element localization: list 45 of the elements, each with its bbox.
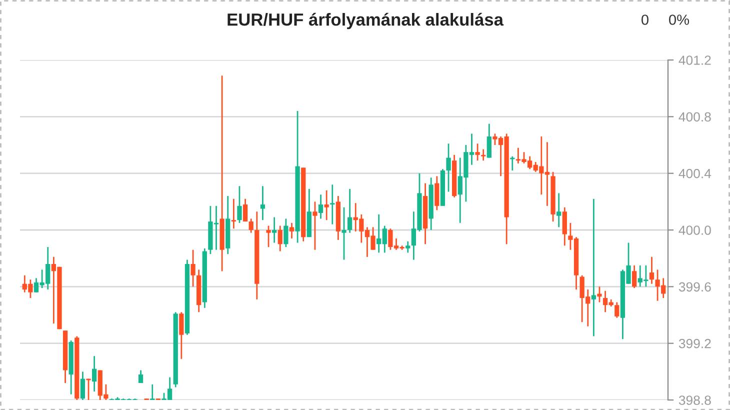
candlestick: [632, 264, 637, 289]
candlestick: [342, 206, 346, 260]
y-tick-label: 399.6: [678, 282, 711, 292]
candlestick: [138, 370, 144, 384]
candlestick: [266, 225, 271, 248]
candlestick: [80, 370, 86, 400]
chart-title: EUR/HUF árfolyamának alakulása: [228, 12, 504, 30]
text: 0%: [669, 14, 690, 25]
candlestick: [434, 175, 440, 211]
y-tick-label: 400.4: [678, 168, 712, 178]
candlestick: [446, 142, 451, 192]
candlestick: [562, 206, 567, 246]
y-tick-label: 401.2: [678, 56, 711, 65]
candlestick: [272, 216, 277, 244]
candlestick: [406, 240, 410, 254]
candlestick: [190, 249, 196, 288]
candlestick: [289, 222, 294, 240]
y-tick-label: 400.8: [678, 112, 711, 122]
candlestick: [614, 302, 620, 319]
candlestick: [278, 225, 282, 252]
candlestick: [284, 218, 288, 248]
candlestick: [92, 355, 97, 392]
candlestick: [475, 142, 480, 162]
candlestick: [231, 198, 236, 230]
candlestick: [242, 198, 248, 222]
y-tick-label: 398.8: [678, 396, 711, 405]
candlestick: [248, 218, 254, 234]
candlestick: [486, 123, 492, 158]
candlestick: [556, 192, 562, 228]
candlestick: [597, 286, 602, 303]
candlestick: [347, 188, 352, 234]
candlestick: [237, 185, 242, 224]
candlestick: [150, 384, 155, 400]
candlestick: [591, 198, 596, 337]
candlestick: [330, 184, 335, 226]
text: 0: [642, 14, 648, 25]
candlestick: [312, 200, 318, 251]
candlestick: [481, 148, 486, 162]
candlestick: [260, 185, 266, 221]
y-tick-label: 399.2: [678, 338, 711, 348]
candlestick: [179, 311, 184, 360]
candlestick: [318, 194, 324, 220]
candlestick: [649, 256, 654, 285]
y-tick-label: 400.0: [678, 226, 711, 235]
candlestick: [324, 190, 329, 221]
